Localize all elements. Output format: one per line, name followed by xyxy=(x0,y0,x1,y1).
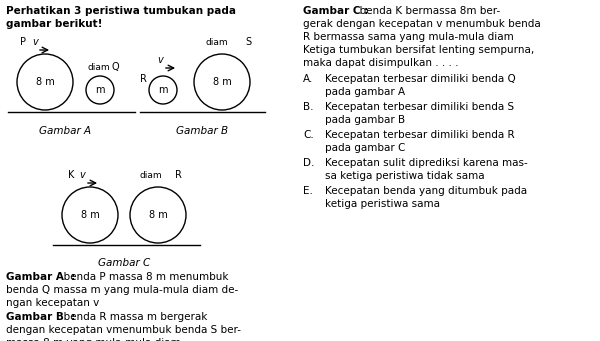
Text: pada gambar C: pada gambar C xyxy=(325,143,406,153)
Text: diam: diam xyxy=(139,171,161,180)
Text: C.: C. xyxy=(303,130,314,140)
Text: pada gambar A: pada gambar A xyxy=(325,87,405,97)
Text: m: m xyxy=(158,85,168,95)
Text: benda R massa m bergerak: benda R massa m bergerak xyxy=(57,312,208,322)
Text: m: m xyxy=(95,85,105,95)
Text: gambar berikut!: gambar berikut! xyxy=(6,19,103,29)
Text: v: v xyxy=(32,37,38,47)
Text: E.: E. xyxy=(303,186,313,196)
Text: B.: B. xyxy=(303,102,314,112)
Text: Q: Q xyxy=(112,62,119,72)
Text: 8 m: 8 m xyxy=(35,77,55,87)
Text: Ketiga tumbukan bersifat lenting sempurna,: Ketiga tumbukan bersifat lenting sempurn… xyxy=(303,45,534,55)
Text: P: P xyxy=(20,37,26,47)
Text: benda K bermassa 8m ber-: benda K bermassa 8m ber- xyxy=(353,6,500,16)
Text: R: R xyxy=(175,170,182,180)
Text: R bermassa sama yang mula-mula diam: R bermassa sama yang mula-mula diam xyxy=(303,32,514,42)
Text: diam: diam xyxy=(87,63,110,72)
Text: D.: D. xyxy=(303,158,314,168)
Text: Kecepatan terbesar dimiliki benda S: Kecepatan terbesar dimiliki benda S xyxy=(325,102,514,112)
Text: v: v xyxy=(79,170,85,180)
Text: 8 m: 8 m xyxy=(212,77,232,87)
Text: Perhatikan 3 peristiwa tumbukan pada: Perhatikan 3 peristiwa tumbukan pada xyxy=(6,6,236,16)
Text: Kecepatan terbesar dimiliki benda R: Kecepatan terbesar dimiliki benda R xyxy=(325,130,515,140)
Text: Kecepatan sulit diprediksi karena mas-: Kecepatan sulit diprediksi karena mas- xyxy=(325,158,528,168)
Text: 8 m: 8 m xyxy=(149,210,167,220)
Text: A.: A. xyxy=(303,74,313,84)
Text: Kecepatan terbesar dimiliki benda Q: Kecepatan terbesar dimiliki benda Q xyxy=(325,74,516,84)
Text: pada gambar B: pada gambar B xyxy=(325,115,405,125)
Text: Gambar A: Gambar A xyxy=(39,126,91,136)
Text: benda P massa 8 m menumbuk: benda P massa 8 m menumbuk xyxy=(57,272,229,282)
Text: sa ketiga peristiwa tidak sama: sa ketiga peristiwa tidak sama xyxy=(325,171,485,181)
Text: R: R xyxy=(140,74,147,84)
Text: diam: diam xyxy=(205,38,227,47)
Text: ketiga peristiwa sama: ketiga peristiwa sama xyxy=(325,199,440,209)
Text: K: K xyxy=(68,170,74,180)
Text: Kecepatan benda yang ditumbuk pada: Kecepatan benda yang ditumbuk pada xyxy=(325,186,527,196)
Text: S: S xyxy=(245,37,251,47)
Text: 8 m: 8 m xyxy=(80,210,100,220)
Text: dengan kecepatan vmenumbuk benda S ber-: dengan kecepatan vmenumbuk benda S ber- xyxy=(6,325,241,335)
Text: Gambar C: Gambar C xyxy=(98,258,150,268)
Text: Gambar B: Gambar B xyxy=(176,126,228,136)
Text: Gambar A  :: Gambar A : xyxy=(6,272,75,282)
Text: massa 8 m yang mula-mula diam: massa 8 m yang mula-mula diam xyxy=(6,338,181,341)
Text: Gambar B  :: Gambar B : xyxy=(6,312,75,322)
Text: maka dapat disimpulkan . . . .: maka dapat disimpulkan . . . . xyxy=(303,58,458,68)
Text: ngan kecepatan v: ngan kecepatan v xyxy=(6,298,99,308)
Text: Gambar C :: Gambar C : xyxy=(303,6,368,16)
Text: gerak dengan kecepatan v menumbuk benda: gerak dengan kecepatan v menumbuk benda xyxy=(303,19,541,29)
Text: benda Q massa m yang mula-mula diam de-: benda Q massa m yang mula-mula diam de- xyxy=(6,285,238,295)
Text: v: v xyxy=(157,55,163,65)
